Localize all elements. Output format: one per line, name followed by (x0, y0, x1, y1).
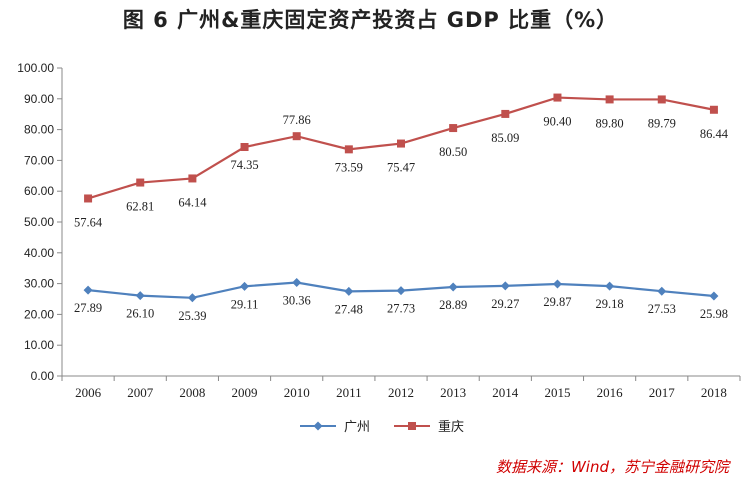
y-tick-label: 80.00 (24, 123, 54, 137)
data-point-diamond (709, 291, 719, 301)
data-label: 77.86 (283, 113, 311, 127)
y-tick-label: 90.00 (24, 92, 54, 106)
data-point-diamond (292, 277, 302, 287)
y-tick-label: 60.00 (24, 184, 54, 198)
data-point-square (709, 105, 718, 114)
data-label: 62.81 (126, 200, 154, 214)
x-tick-label: 2010 (284, 385, 310, 400)
data-label: 89.79 (648, 116, 676, 130)
legend-diamond-icon (300, 421, 336, 430)
x-tick-label: 2011 (336, 385, 362, 400)
legend-square-icon (394, 421, 431, 430)
data-label: 30.36 (283, 293, 311, 307)
data-label: 86.44 (700, 127, 729, 141)
data-label: 29.18 (596, 297, 624, 311)
x-tick-label: 2007 (127, 385, 154, 400)
data-point-diamond (500, 281, 510, 291)
data-label: 27.53 (648, 302, 676, 316)
chart-legend: 广州 重庆 (298, 416, 486, 435)
legend-item-guangzhou: 广州 (298, 416, 370, 435)
data-source: 数据来源：Wind，苏宁金融研究院 (495, 458, 729, 476)
legend-item-chongqing: 重庆 (392, 416, 464, 435)
data-point-square (397, 139, 405, 148)
data-label: 90.40 (543, 115, 571, 129)
data-label: 80.50 (439, 145, 467, 159)
x-tick-label: 2015 (544, 385, 570, 400)
data-point-square (84, 194, 93, 203)
x-tick-label: 2006 (75, 385, 102, 400)
x-tick-label: 2014 (492, 385, 519, 400)
data-label: 27.48 (335, 302, 363, 316)
data-point-diamond (187, 293, 197, 303)
x-tick-label: 2009 (232, 385, 258, 400)
data-point-square (449, 124, 458, 133)
data-label: 25.39 (178, 309, 206, 323)
x-tick-label: 2013 (440, 385, 466, 400)
data-label: 74.35 (230, 158, 258, 172)
data-label: 73.59 (335, 160, 363, 174)
data-point-diamond (605, 281, 615, 291)
data-point-diamond (135, 291, 145, 301)
data-label: 85.09 (491, 131, 519, 145)
data-label: 29.87 (543, 295, 571, 309)
data-label: 29.27 (491, 297, 519, 311)
data-label: 26.10 (126, 307, 154, 321)
data-point-diamond (344, 286, 354, 296)
data-label: 89.80 (596, 116, 624, 130)
data-point-square (136, 178, 145, 187)
data-point-square (292, 132, 301, 141)
data-label: 64.14 (178, 195, 207, 209)
data-label: 25.98 (700, 307, 728, 321)
data-point-diamond (83, 285, 93, 295)
legend-label-chongqing: 重庆 (438, 420, 465, 435)
y-tick-label: 0.00 (31, 369, 55, 383)
x-tick-label: 2017 (649, 385, 676, 400)
data-label: 57.64 (74, 215, 103, 229)
data-label: 29.11 (231, 297, 259, 311)
data-point-diamond (448, 282, 458, 292)
y-tick-label: 40.00 (24, 246, 54, 260)
data-point-diamond (240, 281, 250, 291)
data-point-square (188, 174, 197, 183)
data-label: 75.47 (387, 161, 415, 175)
data-point-diamond (552, 279, 562, 289)
data-label: 27.73 (387, 302, 415, 316)
series-line-chongqing (87, 96, 715, 200)
data-point-diamond (657, 286, 667, 296)
data-label: 28.89 (439, 298, 467, 312)
chart-title: 图 6 广州&重庆固定资产投资占 GDP 比重（%） (122, 8, 619, 32)
data-point-square (553, 93, 562, 102)
y-tick-label: 20.00 (24, 307, 54, 321)
x-tick-label: 2008 (179, 385, 205, 400)
data-point-square (657, 95, 666, 104)
data-point-square (344, 145, 353, 154)
x-tick-label: 2016 (597, 385, 624, 400)
data-point-square (240, 143, 249, 152)
data-point-diamond (396, 286, 406, 296)
y-tick-label: 50.00 (24, 215, 54, 229)
y-tick-label: 10.00 (24, 338, 54, 352)
x-tick-label: 2018 (701, 385, 727, 400)
data-point-square (501, 109, 510, 118)
data-label: 27.89 (74, 301, 102, 315)
legend-label-guangzhou: 广州 (344, 420, 371, 435)
x-tick-label: 2012 (388, 385, 414, 400)
y-tick-label: 30.00 (24, 277, 54, 291)
y-tick-label: 100.00 (17, 61, 54, 75)
data-point-square (605, 95, 614, 104)
y-tick-label: 70.00 (24, 153, 54, 167)
